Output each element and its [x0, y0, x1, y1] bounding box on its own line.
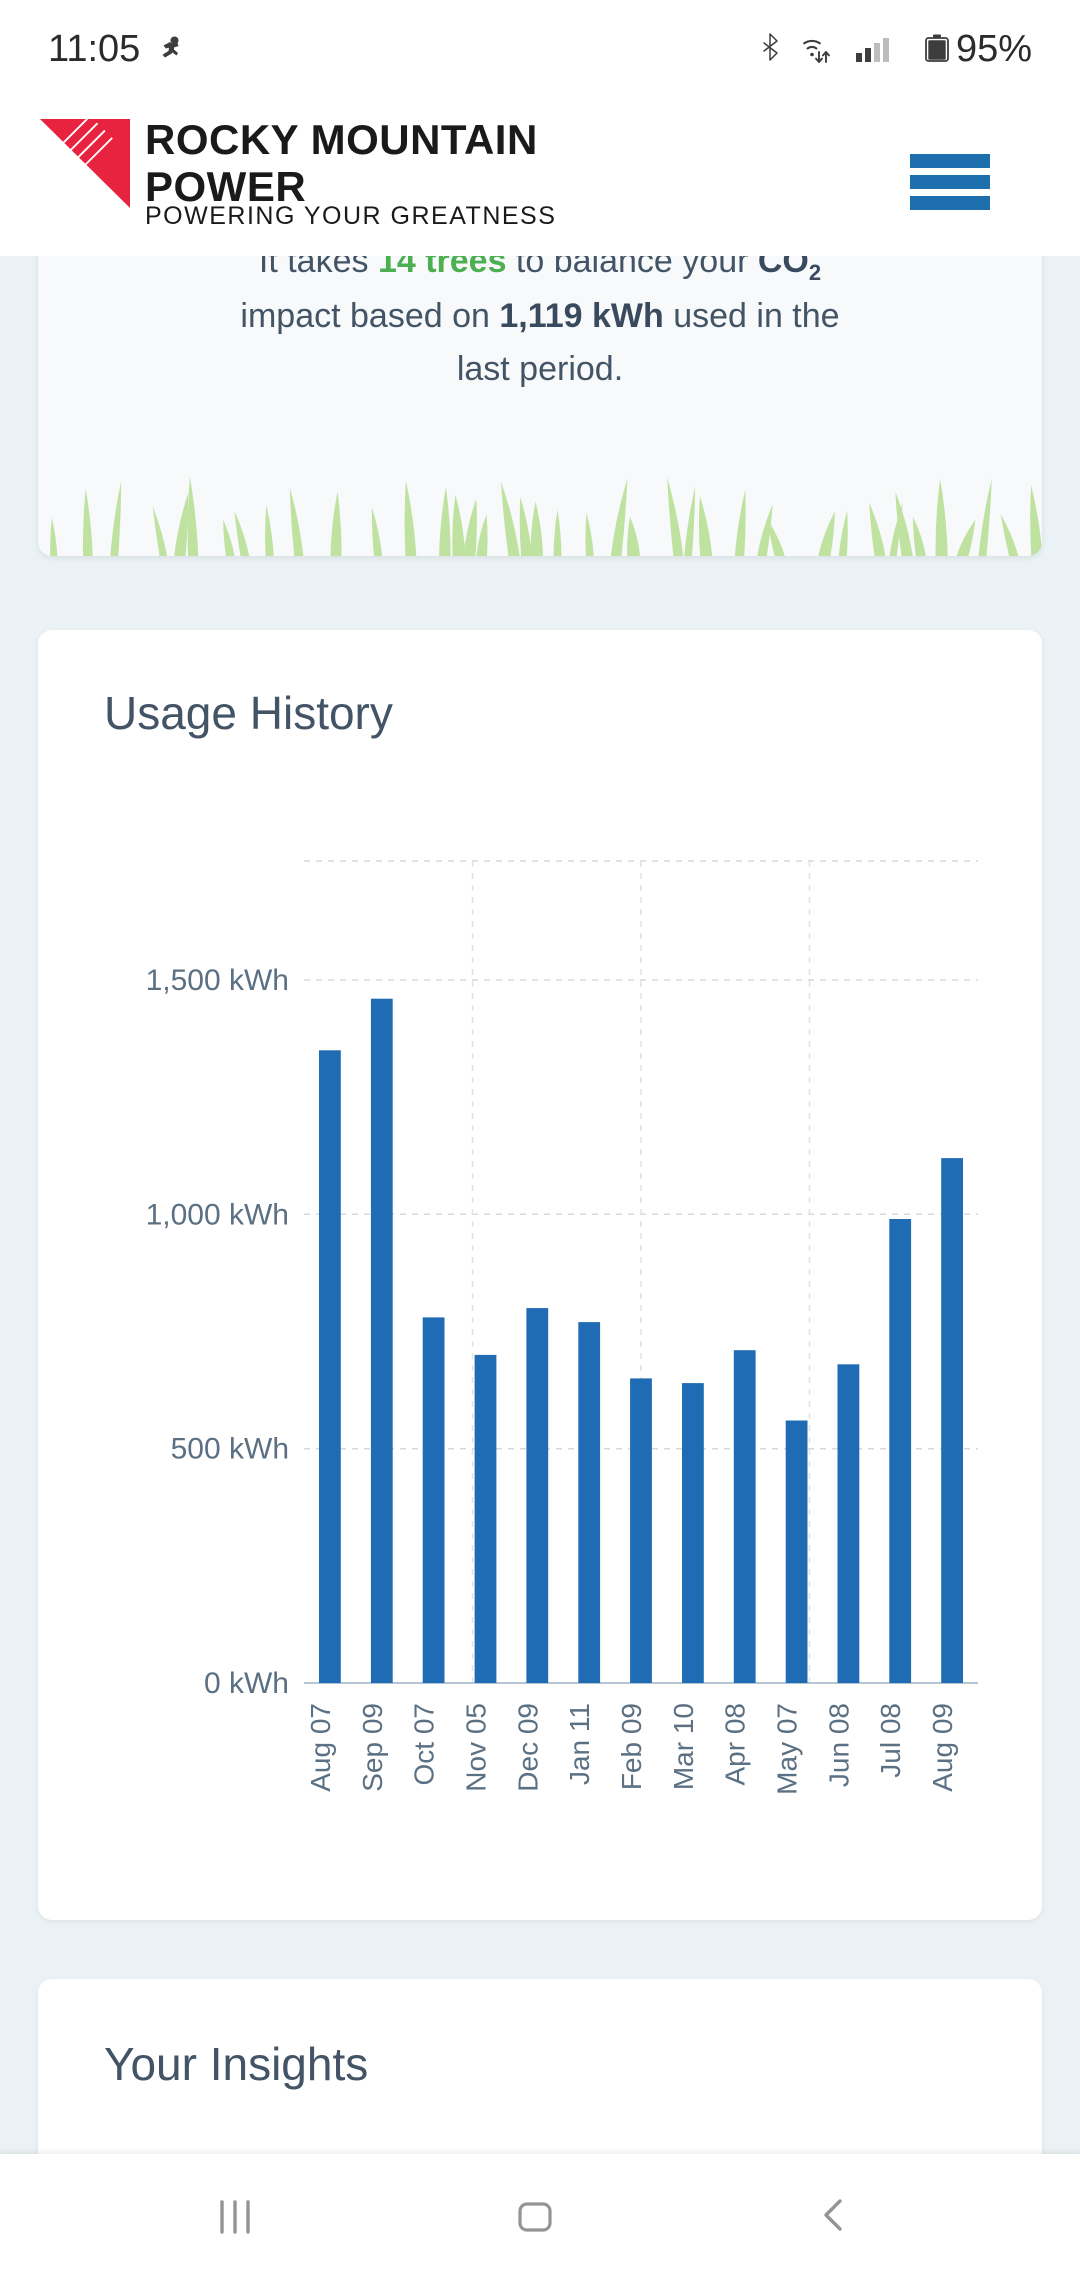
svg-text:1,000 kWh: 1,000 kWh — [146, 1198, 289, 1231]
svg-text:Sep 09: Sep 09 — [357, 1703, 388, 1792]
svg-text:0 kWh: 0 kWh — [204, 1667, 289, 1700]
svg-text:Jan 11: Jan 11 — [564, 1703, 595, 1785]
svg-text:Nov 05: Nov 05 — [461, 1703, 492, 1792]
svg-text:1,500 kWh: 1,500 kWh — [146, 964, 289, 997]
svg-text:May 07: May 07 — [772, 1703, 803, 1795]
svg-text:Oct 07: Oct 07 — [409, 1703, 440, 1785]
svg-text:Feb 09: Feb 09 — [616, 1703, 647, 1790]
svg-text:Aug 07: Aug 07 — [305, 1703, 336, 1792]
svg-text:Jun 08: Jun 08 — [823, 1703, 854, 1787]
svg-text:Dec 09: Dec 09 — [512, 1703, 543, 1792]
svg-text:500 kWh: 500 kWh — [171, 1433, 289, 1466]
svg-text:Mar 10: Mar 10 — [668, 1703, 699, 1790]
svg-text:Jul 08: Jul 08 — [875, 1703, 906, 1778]
svg-text:Apr 08: Apr 08 — [720, 1703, 751, 1786]
svg-text:Aug 09: Aug 09 — [927, 1703, 958, 1792]
